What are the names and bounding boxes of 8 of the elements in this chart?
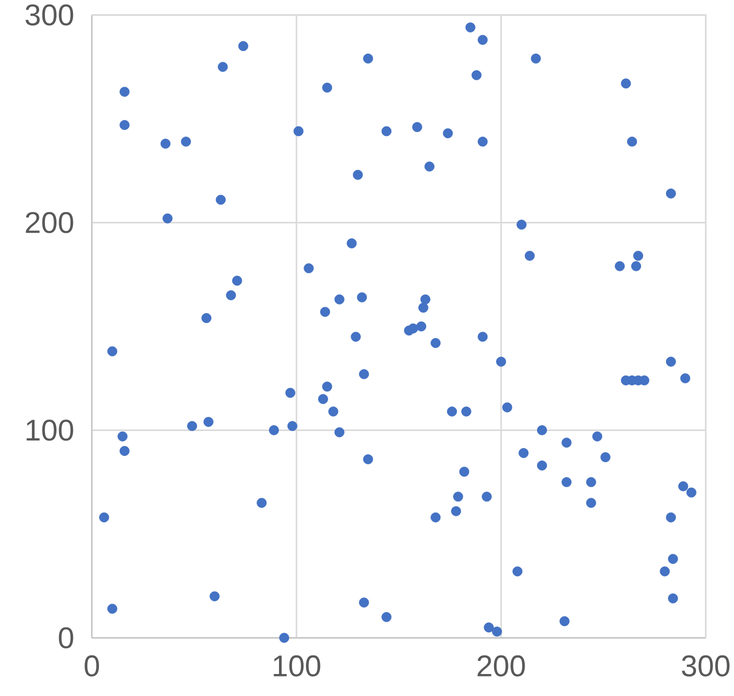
y-tick-label: 200 [26, 212, 74, 234]
x-tick-label: 100 [274, 655, 320, 677]
x-tick-label: 0 [84, 655, 99, 677]
y-tick-label: 0 [58, 627, 74, 649]
y-tick-label: 300 [26, 4, 74, 26]
y-tick-label: 100 [26, 420, 74, 441]
x-tick-label: 300 [682, 655, 730, 677]
x-tick-label: 200 [478, 655, 525, 677]
